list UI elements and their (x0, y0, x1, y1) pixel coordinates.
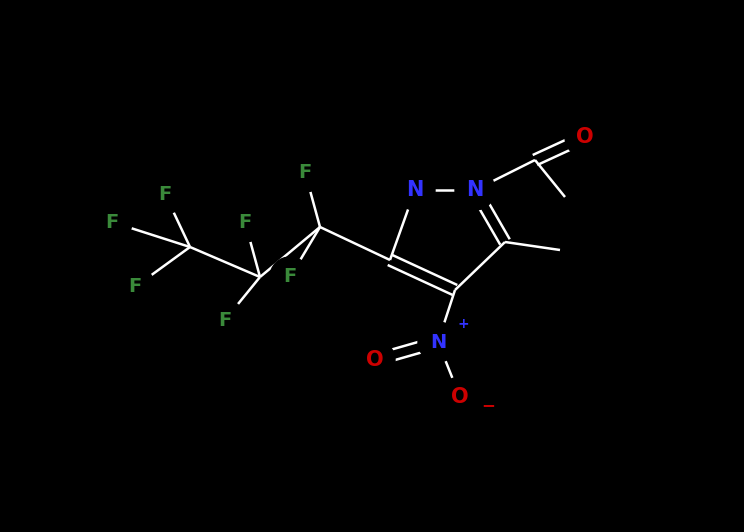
Circle shape (92, 202, 132, 242)
Text: F: F (129, 278, 141, 296)
Text: N: N (430, 332, 446, 352)
Circle shape (395, 170, 435, 210)
Circle shape (355, 340, 395, 380)
Circle shape (145, 174, 185, 214)
Text: N: N (466, 180, 484, 200)
Circle shape (565, 117, 605, 157)
Circle shape (285, 152, 325, 192)
Circle shape (418, 322, 458, 362)
Circle shape (205, 300, 245, 340)
Circle shape (115, 267, 155, 307)
Circle shape (270, 257, 310, 297)
Circle shape (225, 202, 265, 242)
Text: F: F (158, 185, 172, 204)
Text: O: O (451, 387, 469, 407)
Text: F: F (106, 212, 118, 231)
Circle shape (455, 170, 495, 210)
Text: O: O (366, 350, 384, 370)
Text: +: + (457, 317, 469, 331)
Text: O: O (576, 127, 594, 147)
Text: −: − (481, 396, 495, 414)
Text: N: N (406, 180, 423, 200)
Text: F: F (238, 212, 251, 231)
Text: F: F (298, 162, 312, 181)
Circle shape (440, 377, 480, 417)
Text: F: F (283, 268, 297, 287)
Text: F: F (219, 311, 231, 329)
